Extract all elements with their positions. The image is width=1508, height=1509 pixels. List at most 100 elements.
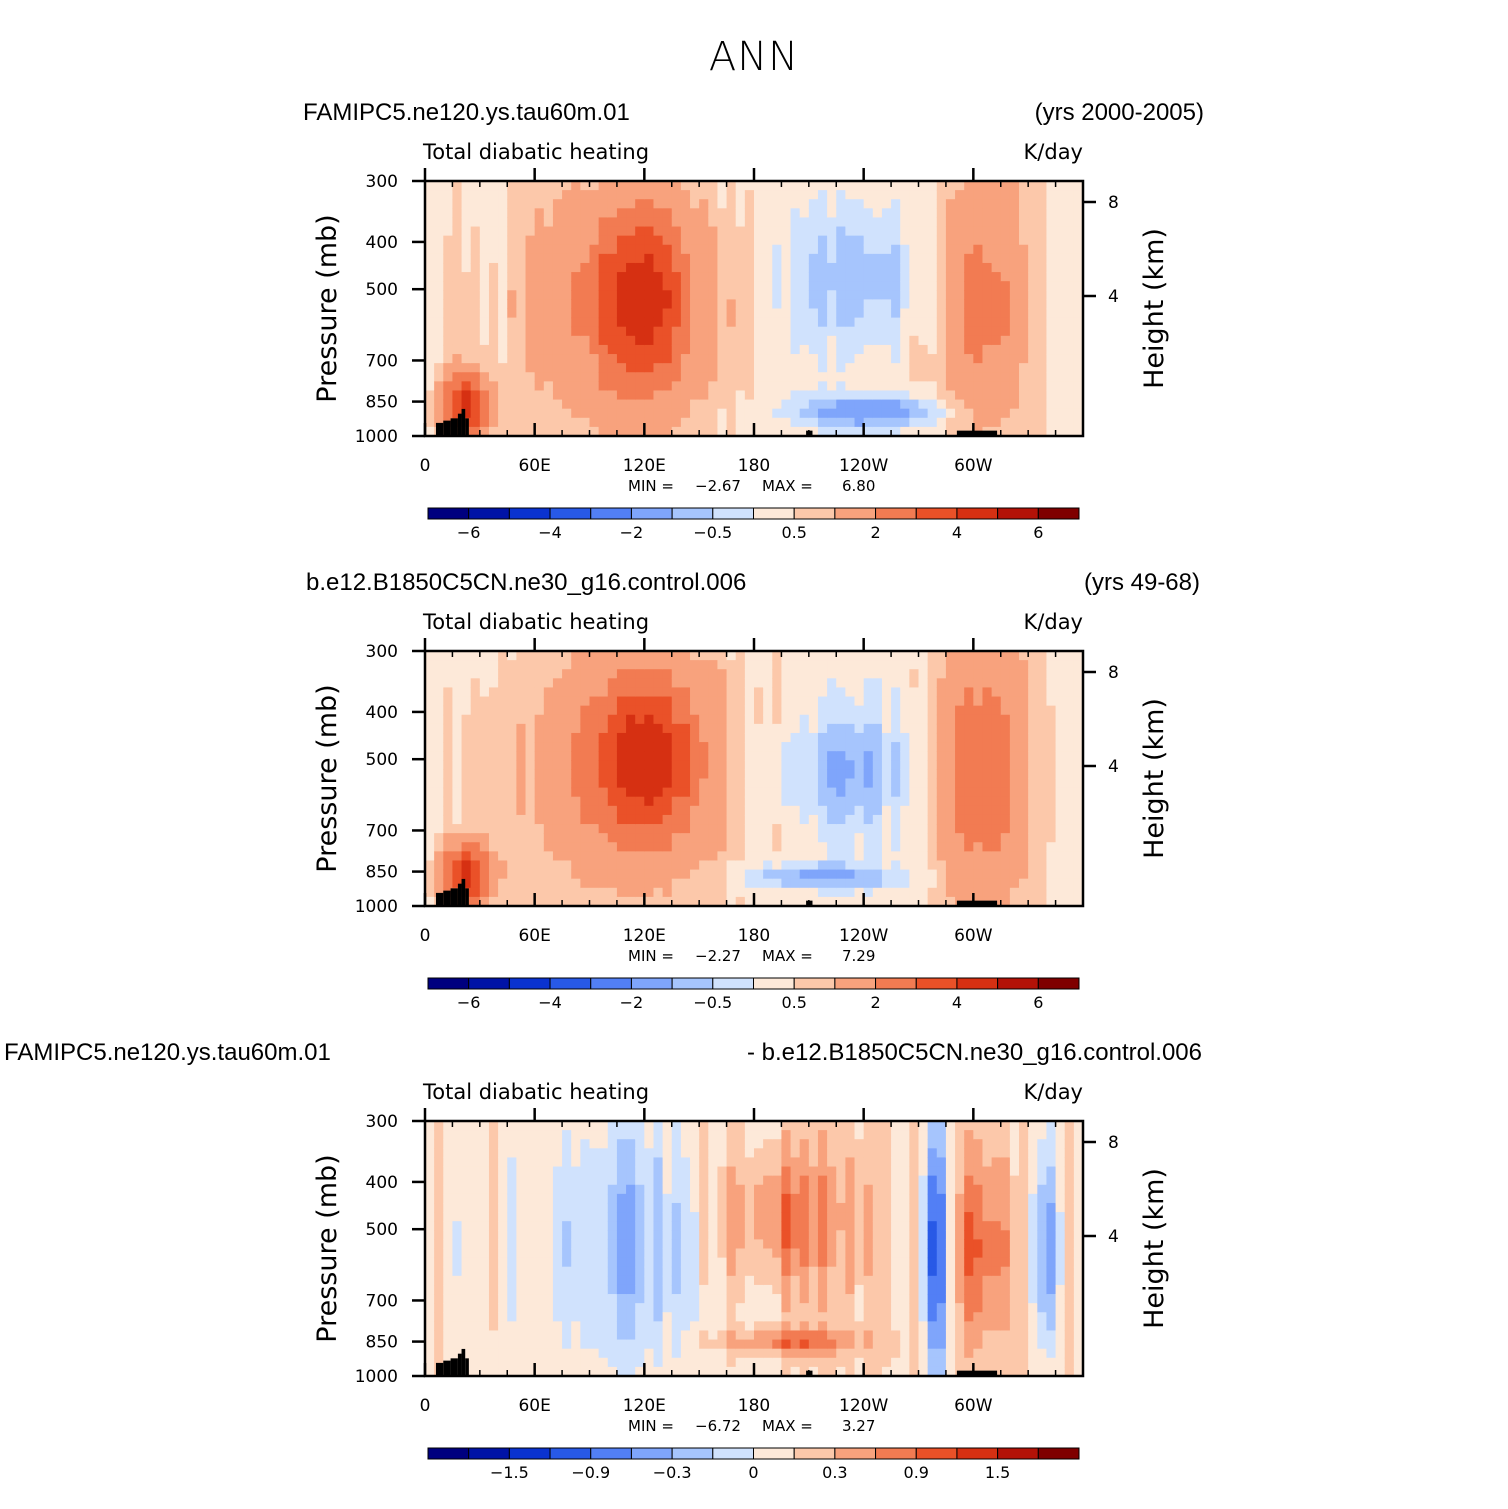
heatmap-cell (461, 326, 472, 337)
heatmap-cell (498, 190, 508, 200)
heatmap-cell (726, 299, 737, 310)
heatmap-cell (443, 226, 454, 237)
heatmap-cell (799, 778, 810, 789)
heatmap-cell (845, 851, 856, 862)
heatmap-cell (735, 335, 746, 346)
heatmap-cell (799, 651, 810, 661)
heatmap-cell (534, 1366, 545, 1377)
heatmap-cell (955, 732, 965, 743)
heatmap-cell (845, 399, 856, 410)
heatmap-cell (488, 1239, 499, 1250)
heatmap-cell (644, 408, 655, 419)
heatmap-cell (498, 199, 508, 209)
heatmap-cell (470, 1139, 481, 1149)
heatmap-cell (671, 390, 682, 401)
heatmap-cell (653, 651, 664, 661)
heatmap-cell (1064, 381, 1075, 392)
heatmap-cell (644, 833, 655, 843)
heatmap-cell (1046, 190, 1057, 200)
heatmap-cell (616, 1266, 627, 1277)
heatmap-cell (516, 769, 527, 780)
heatmap-cell (726, 253, 737, 264)
heatmap-cell (1000, 390, 1011, 401)
heatmap-cell (982, 181, 993, 191)
heatmap-cell (580, 896, 591, 907)
heatmap-cell (562, 1294, 572, 1304)
heatmap-cell (1055, 878, 1066, 889)
heatmap-cell (543, 372, 554, 382)
heatmap-cell (1064, 417, 1075, 428)
heatmap-cell (452, 1212, 463, 1222)
heatmap-cell (598, 326, 609, 337)
heatmap-cell (516, 326, 527, 337)
heatmap-cell (836, 869, 846, 880)
heatmap-cell (653, 796, 664, 807)
heatmap-cell (799, 814, 810, 825)
heatmap-cell (1000, 833, 1011, 843)
colorbar-swatch (915, 977, 958, 990)
heatmap-cell (936, 199, 947, 209)
heatmap-cell (1073, 851, 1084, 862)
heatmap-cell (498, 226, 508, 237)
heatmap-cell (470, 751, 481, 761)
heatmap-cell (1009, 833, 1020, 843)
heatmap-cell (735, 326, 746, 337)
heatmap-cell (616, 199, 627, 209)
heatmap-cell (817, 687, 828, 698)
heatmap-cell (708, 208, 719, 219)
y-axis-title: Pressure (mb) (312, 214, 343, 402)
heatmap-cell (808, 687, 819, 698)
heatmap-cell (616, 778, 627, 789)
heatmap-cell (461, 244, 472, 255)
heatmap-cell (836, 824, 846, 834)
heatmap-cell (525, 851, 536, 862)
heatmap-cell (644, 1193, 655, 1204)
heatmap-cell (671, 253, 682, 264)
heatmap-cell (616, 851, 627, 862)
heatmap-cell (991, 796, 1002, 807)
heatmap-cell (772, 833, 783, 843)
y2-axis-title: Height (km) (1139, 698, 1170, 859)
heatmap-cell (708, 417, 719, 428)
heatmap-cell (1055, 235, 1066, 246)
heatmap-cell (817, 805, 828, 816)
heatmap-cell (717, 833, 728, 843)
heatmap-cell (690, 678, 700, 689)
heatmap-cell (607, 208, 618, 219)
heatmap-cell (726, 796, 737, 807)
heatmap-cell (863, 399, 874, 410)
heatmap-cell (644, 742, 655, 752)
max-label: MAX = (762, 477, 813, 495)
heatmap-cell (589, 887, 600, 898)
heatmap-cell (598, 272, 609, 282)
heatmap-cell (891, 317, 901, 328)
heatmap-cell (552, 363, 563, 373)
heatmap-cell (452, 696, 463, 707)
heatmap-cell (973, 878, 984, 889)
heatmap-cell (470, 344, 481, 355)
heatmap-cell (662, 778, 673, 789)
heatmap-cell (589, 262, 600, 273)
heatmap-cell (1028, 253, 1038, 264)
heatmap-cell (881, 181, 892, 191)
heatmap-cell (799, 299, 810, 310)
heatmap-cell (772, 417, 783, 428)
heatmap-cell (425, 814, 435, 825)
heatmap-cell (589, 426, 600, 437)
heatmap-cell (644, 732, 655, 743)
heatmap-cell (982, 887, 993, 898)
heatmap-cell (543, 1330, 554, 1341)
heatmap-cell (790, 669, 801, 679)
heatmap-cell (507, 1275, 517, 1286)
heatmap-cell (744, 833, 755, 843)
heatmap-cell (836, 814, 846, 825)
heatmap-cell (763, 381, 773, 392)
heatmap-cell (817, 778, 828, 789)
heatmap-cell (680, 290, 691, 300)
heatmap-cell (543, 678, 554, 689)
heatmap-cell (516, 199, 527, 209)
heatmap-cell (772, 426, 783, 437)
heatmap-cell (452, 217, 463, 228)
heatmap-cell (808, 769, 819, 780)
heatmap-cell (1019, 408, 1029, 419)
